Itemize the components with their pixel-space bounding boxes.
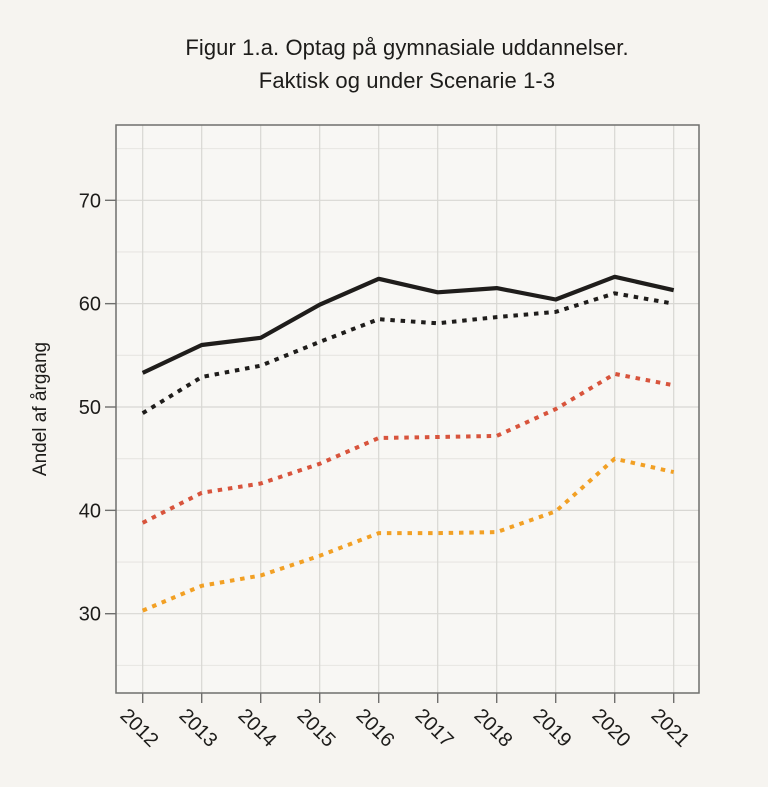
y-tick-label: 70 — [79, 190, 101, 212]
series-line-scenarie-dotted-red — [141, 371, 675, 525]
x-tick-label: 2020 — [588, 705, 635, 752]
x-tick-label: 2021 — [647, 705, 694, 752]
panel-background — [116, 125, 699, 693]
chart-title-line1: Figur 1.a. Optag på gymnasiale uddannels… — [185, 35, 629, 60]
x-tick-label: 2019 — [529, 705, 576, 752]
y-tick-label: 40 — [79, 500, 101, 522]
chart-title-line2: Faktisk og under Scenarie 1-3 — [258, 68, 556, 93]
x-tick-label: 2015 — [293, 705, 340, 752]
series-line-scenarie-dotted-black — [141, 291, 675, 415]
x-tick-label: 2012 — [116, 705, 163, 752]
x-tick-label: 2016 — [352, 705, 399, 752]
panel-border — [115, 124, 700, 694]
x-tick-label: 2014 — [234, 705, 281, 752]
series-line-faktisk-solid-black — [141, 274, 675, 375]
x-tick-label: 2017 — [411, 705, 458, 752]
x-tick-label: 2018 — [470, 705, 517, 752]
y-tick-label: 50 — [79, 397, 101, 419]
series-line-scenarie-dotted-orange — [141, 456, 675, 613]
y-tick-label: 60 — [79, 294, 101, 316]
y-axis-title: Andel af årgang — [30, 342, 51, 476]
chart-title: Figur 1.a. Optag på gymnasiale uddannels… — [47, 31, 767, 97]
y-tick-label: 30 — [79, 604, 101, 626]
x-tick-label: 2013 — [175, 705, 222, 752]
plot-panel — [116, 125, 699, 693]
data-series — [141, 274, 675, 613]
